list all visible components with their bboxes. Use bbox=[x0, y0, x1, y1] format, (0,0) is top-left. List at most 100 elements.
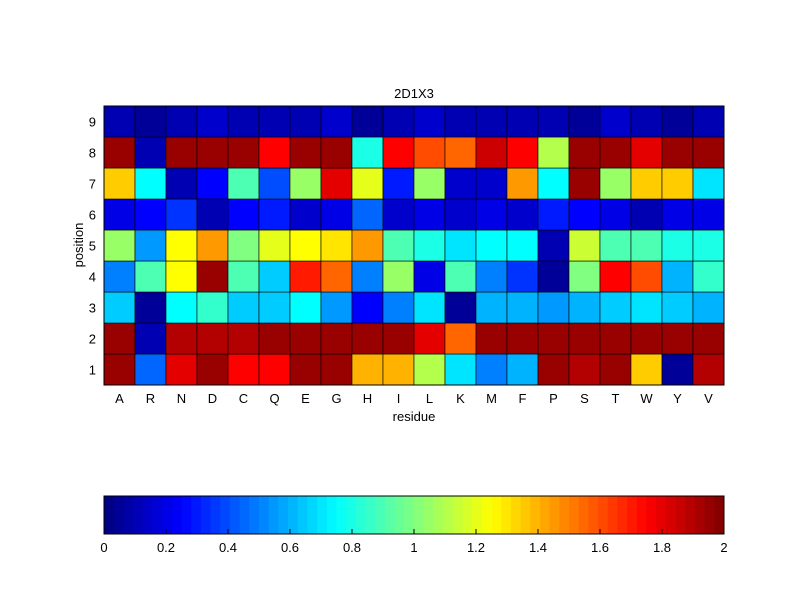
heatmap-cell-V-9 bbox=[692, 105, 725, 138]
heatmap-cell-S-3 bbox=[568, 291, 601, 324]
heatmap-cell-F-7 bbox=[506, 167, 539, 200]
heatmap-cell-M-8 bbox=[475, 136, 508, 169]
heatmap-cell-E-9 bbox=[289, 105, 322, 138]
heatmap-cell-N-8 bbox=[165, 136, 198, 169]
colorbar-tick-labels: 0 0.2 0.4 0.6 0.8 1 1.2 1.4 1.6 1.8 2 bbox=[100, 529, 728, 555]
colorbar-segment bbox=[646, 496, 657, 534]
heatmap-cell-A-4 bbox=[103, 260, 136, 293]
heatmap-cell-R-5 bbox=[134, 229, 167, 262]
heatmap-cell-L-8 bbox=[413, 136, 446, 169]
colorbar-segment bbox=[220, 496, 231, 534]
heatmap-cell-F-3 bbox=[506, 291, 539, 324]
heatmap-cell-T-7 bbox=[599, 167, 632, 200]
heatmap-cell-L-2 bbox=[413, 322, 446, 355]
heatmap-cell-Y-7 bbox=[661, 167, 694, 200]
heatmap-cell-P-9 bbox=[537, 105, 570, 138]
colorbar-segment bbox=[617, 496, 628, 534]
x-tick-label-P: P bbox=[549, 391, 558, 406]
heatmap-cell-H-5 bbox=[351, 229, 384, 262]
heatmap-cell-E-5 bbox=[289, 229, 322, 262]
heatmap-cell-W-4 bbox=[630, 260, 663, 293]
heatmap-cell-Q-1 bbox=[258, 353, 291, 386]
colorbar-segment bbox=[365, 496, 376, 534]
x-tick-label-N: N bbox=[177, 391, 186, 406]
heatmap-cell-V-2 bbox=[692, 322, 725, 355]
heatmap-cell-I-9 bbox=[382, 105, 415, 138]
heatmap-cell-D-5 bbox=[196, 229, 229, 262]
colorbar-segment bbox=[297, 496, 308, 534]
heatmap-cell-W-9 bbox=[630, 105, 663, 138]
heatmap-cell-N-7 bbox=[165, 167, 198, 200]
heatmap-cell-W-6 bbox=[630, 198, 663, 231]
heatmap-cell-E-8 bbox=[289, 136, 322, 169]
heatmap-cell-V-4 bbox=[692, 260, 725, 293]
heatmap-cell-I-3 bbox=[382, 291, 415, 324]
colorbar-segment bbox=[384, 496, 396, 534]
heatmap-cell-P-4 bbox=[537, 260, 570, 293]
colorbar-segment bbox=[656, 496, 667, 534]
heatmap-cell-R-7 bbox=[134, 167, 167, 200]
y-tick-label-1: 1 bbox=[89, 363, 96, 378]
y-tick-label-4: 4 bbox=[89, 270, 96, 285]
colorbar-segment bbox=[113, 496, 124, 534]
colorbar-segment bbox=[559, 496, 570, 534]
heatmap-cell-R-6 bbox=[134, 198, 167, 231]
colorbar-segment bbox=[462, 496, 473, 534]
heatmap-cell-G-4 bbox=[320, 260, 353, 293]
heatmap-cell-S-7 bbox=[568, 167, 601, 200]
y-tick-label-7: 7 bbox=[89, 177, 96, 192]
heatmap-cell-T-1 bbox=[599, 353, 632, 386]
colorbar-tick-label: 2 bbox=[720, 540, 727, 555]
heatmap-cell-C-5 bbox=[227, 229, 260, 262]
heatmap-cell-P-3 bbox=[537, 291, 570, 324]
heatmap-cell-C-2 bbox=[227, 322, 260, 355]
heatmap-cell-A-7 bbox=[103, 167, 136, 200]
colorbar-segment bbox=[414, 496, 425, 534]
heatmap-cell-S-2 bbox=[568, 322, 601, 355]
colorbar-segment bbox=[336, 496, 347, 534]
heatmap-cell-Q-8 bbox=[258, 136, 291, 169]
heatmap-cell-G-3 bbox=[320, 291, 353, 324]
heatmap-cell-M-1 bbox=[475, 353, 508, 386]
y-axis-label: position bbox=[71, 223, 86, 268]
heatmap-cell-W-5 bbox=[630, 229, 663, 262]
heatmap-cell-S-5 bbox=[568, 229, 601, 262]
heatmap-cell-A-8 bbox=[103, 136, 136, 169]
heatmap-cell-I-5 bbox=[382, 229, 415, 262]
colorbar-segment bbox=[210, 496, 221, 534]
heatmap-cell-S-8 bbox=[568, 136, 601, 169]
heatmap-cell-Q-2 bbox=[258, 322, 291, 355]
colorbar-segment bbox=[375, 496, 386, 534]
x-tick-label-I: I bbox=[397, 391, 401, 406]
colorbar-tick-label: 0 bbox=[100, 540, 107, 555]
colorbar-tick-label: 0.6 bbox=[281, 540, 299, 555]
heatmap-cell-D-3 bbox=[196, 291, 229, 324]
colorbar-segment bbox=[675, 496, 686, 534]
heatmap-cell-H-8 bbox=[351, 136, 384, 169]
colorbar-segment bbox=[191, 496, 202, 534]
heatmap-cell-M-9 bbox=[475, 105, 508, 138]
heatmap-cell-N-1 bbox=[165, 353, 198, 386]
heatmap-cell-H-7 bbox=[351, 167, 384, 200]
colorbar-segment bbox=[171, 496, 182, 534]
heatmap-cell-I-8 bbox=[382, 136, 415, 169]
heatmap-cell-R-8 bbox=[134, 136, 167, 169]
heatmap-cell-G-6 bbox=[320, 198, 353, 231]
colorbar-segment bbox=[539, 496, 551, 534]
heatmap-cell-A-2 bbox=[103, 322, 136, 355]
heatmap-cell-D-2 bbox=[196, 322, 229, 355]
x-tick-label-Y: Y bbox=[673, 391, 682, 406]
heatmap-cell-K-3 bbox=[444, 291, 477, 324]
heatmap-cell-Q-4 bbox=[258, 260, 291, 293]
heatmap-cell-I-1 bbox=[382, 353, 415, 386]
colorbar-segment bbox=[423, 496, 434, 534]
colorbar-segment bbox=[549, 496, 560, 534]
heatmap-cell-C-8 bbox=[227, 136, 260, 169]
colorbar-segment bbox=[491, 496, 502, 534]
heatmap-cell-R-4 bbox=[134, 260, 167, 293]
heatmap-cell-T-3 bbox=[599, 291, 632, 324]
heatmap-cell-K-8 bbox=[444, 136, 477, 169]
heatmap-cell-V-7 bbox=[692, 167, 725, 200]
x-tick-label-H: H bbox=[363, 391, 372, 406]
